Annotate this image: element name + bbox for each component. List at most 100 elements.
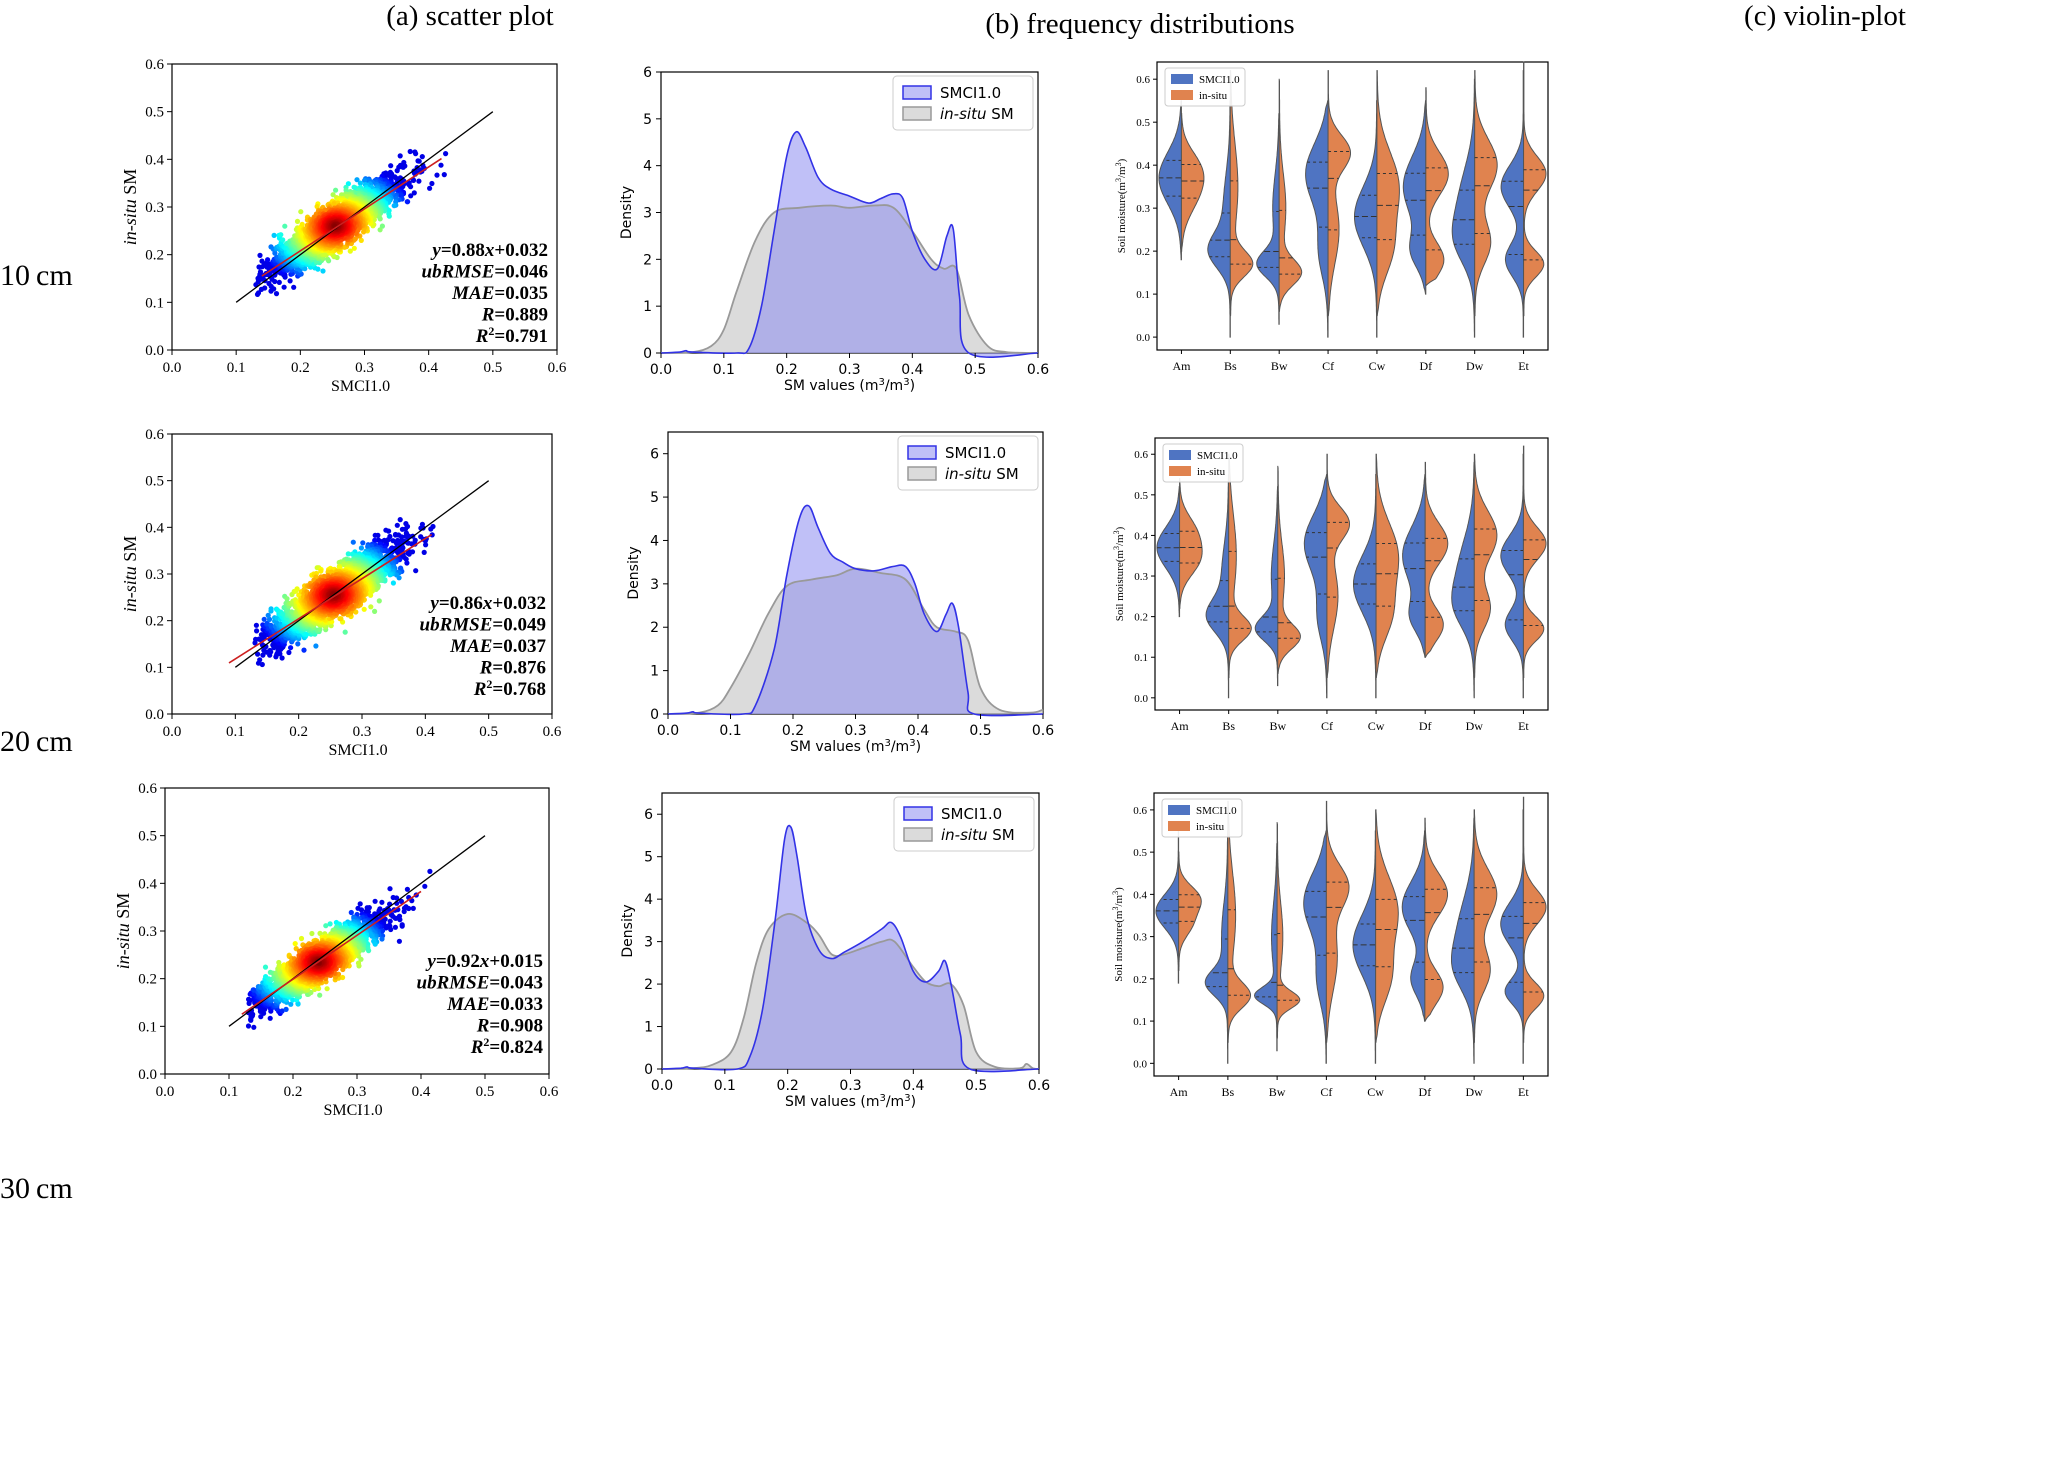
scatter-point	[337, 616, 343, 622]
scatter-point	[377, 227, 383, 233]
scatter-point	[299, 221, 305, 227]
scatter-point	[350, 539, 356, 545]
y-tick-label: 0.1	[145, 295, 164, 311]
scatter-point	[271, 232, 277, 238]
y-tick-label: 0.3	[145, 200, 164, 216]
scatter-point	[411, 190, 417, 196]
scatter-point	[392, 532, 399, 538]
scatter-point	[413, 568, 419, 574]
scatter-point	[434, 172, 440, 178]
scatter-point	[342, 629, 348, 635]
scatter-point	[330, 192, 336, 198]
scatter-point	[360, 540, 366, 546]
scatter-point	[438, 162, 444, 168]
scatter-point	[288, 645, 294, 651]
scatter-point	[272, 250, 278, 256]
scatter-point	[265, 257, 271, 263]
scatter-point	[421, 549, 427, 556]
scatter-point	[372, 608, 378, 615]
scatter-point	[383, 527, 389, 533]
scatter-point	[386, 213, 392, 219]
scatter-point	[257, 252, 263, 258]
x-tick-label: 0.4	[419, 360, 438, 376]
depth-label-10cm: 10 cm	[0, 259, 73, 292]
scatter-point	[423, 542, 429, 548]
scatter-point	[286, 649, 292, 656]
scatter-point	[404, 560, 410, 566]
scatter-point	[257, 657, 263, 663]
y-tick-label: 0.0	[145, 343, 164, 359]
scatter-point	[333, 187, 339, 193]
scatter-point	[428, 526, 434, 532]
y-tick-label: 0.6	[145, 57, 164, 73]
scatter-point	[259, 258, 265, 264]
scatter-point	[266, 280, 272, 287]
scatter-point	[394, 168, 400, 174]
scatter-point	[273, 291, 280, 297]
scatter-point	[408, 184, 414, 190]
scatter-point	[390, 580, 396, 586]
x-tick-label: 0.6	[548, 360, 567, 376]
scatter-point	[265, 612, 271, 619]
stats-mae: MAE=0.035	[451, 283, 548, 304]
scatter-point	[368, 604, 374, 610]
scatter-point	[276, 279, 282, 285]
depth-label-30cm: 30 cm	[0, 1172, 73, 1205]
stats-ubrmse: ubRMSE=0.046	[422, 262, 548, 283]
scatter-point	[320, 268, 326, 274]
scatter-point	[287, 278, 293, 284]
scatter-point	[278, 232, 284, 238]
scatter-point	[397, 153, 403, 159]
scatter-point	[441, 172, 447, 178]
scatter-point	[259, 661, 265, 668]
scatter-point	[394, 522, 400, 528]
scatter-point	[354, 177, 360, 183]
y-axis-label: in-situ SM	[120, 169, 140, 246]
scatter-point	[391, 203, 397, 209]
x-tick-label: 0.1	[227, 360, 246, 376]
scatter-point	[294, 218, 301, 224]
scatter-point	[257, 269, 264, 275]
scatter-point	[313, 643, 319, 649]
x-axis-label: SMCI1.0	[331, 378, 390, 395]
column-title-scatter: (a) scatter plot	[386, 0, 553, 32]
scatter-point	[413, 151, 419, 157]
scatter-point	[268, 606, 274, 612]
scatter-point	[415, 158, 421, 164]
scatter-point	[372, 532, 378, 538]
scatter-panel-20cm: 0.00.00.10.10.20.20.30.30.40.40.50.50.60…	[120, 427, 562, 759]
depth-label-20cm: 20 cm	[0, 725, 73, 758]
scatter-point	[397, 517, 403, 523]
x-tick-label: 0.2	[291, 360, 310, 376]
scatter-point	[291, 284, 297, 290]
scatter-point	[295, 641, 301, 647]
scatter-point	[388, 163, 394, 169]
x-tick-label: 0.0	[163, 360, 182, 376]
y-tick-label: 0.2	[145, 248, 164, 264]
stats-equation: y=0.88x+0.032	[430, 240, 548, 261]
x-tick-label: 0.5	[483, 360, 502, 376]
scatter-point	[399, 526, 405, 532]
column-title-density: (b) frequency distributions	[985, 8, 1294, 40]
scatter-point	[362, 177, 368, 184]
scatter-point	[325, 256, 331, 262]
scatter-point	[282, 223, 288, 229]
scatter-point	[351, 245, 357, 251]
scatter-point	[397, 192, 403, 198]
scatter-point	[358, 545, 364, 551]
scatter-point	[416, 178, 422, 184]
y-tick-label: 0.4	[145, 152, 164, 168]
scatter-panel-10cm: 0.00.00.10.10.20.20.30.30.40.40.50.50.60…	[120, 57, 567, 395]
scatter-point	[429, 180, 435, 187]
scatter-point	[254, 628, 260, 634]
scatter-point	[347, 248, 353, 254]
scatter-point	[427, 185, 433, 191]
stats-r: R=0.889	[481, 305, 548, 326]
scatter-point	[301, 647, 307, 653]
scatter-point	[408, 193, 414, 199]
scatter-point	[361, 606, 367, 612]
scatter-point	[376, 598, 382, 604]
scatter-point	[404, 199, 410, 205]
scatter-point	[298, 209, 304, 215]
scatter-point	[281, 284, 287, 290]
